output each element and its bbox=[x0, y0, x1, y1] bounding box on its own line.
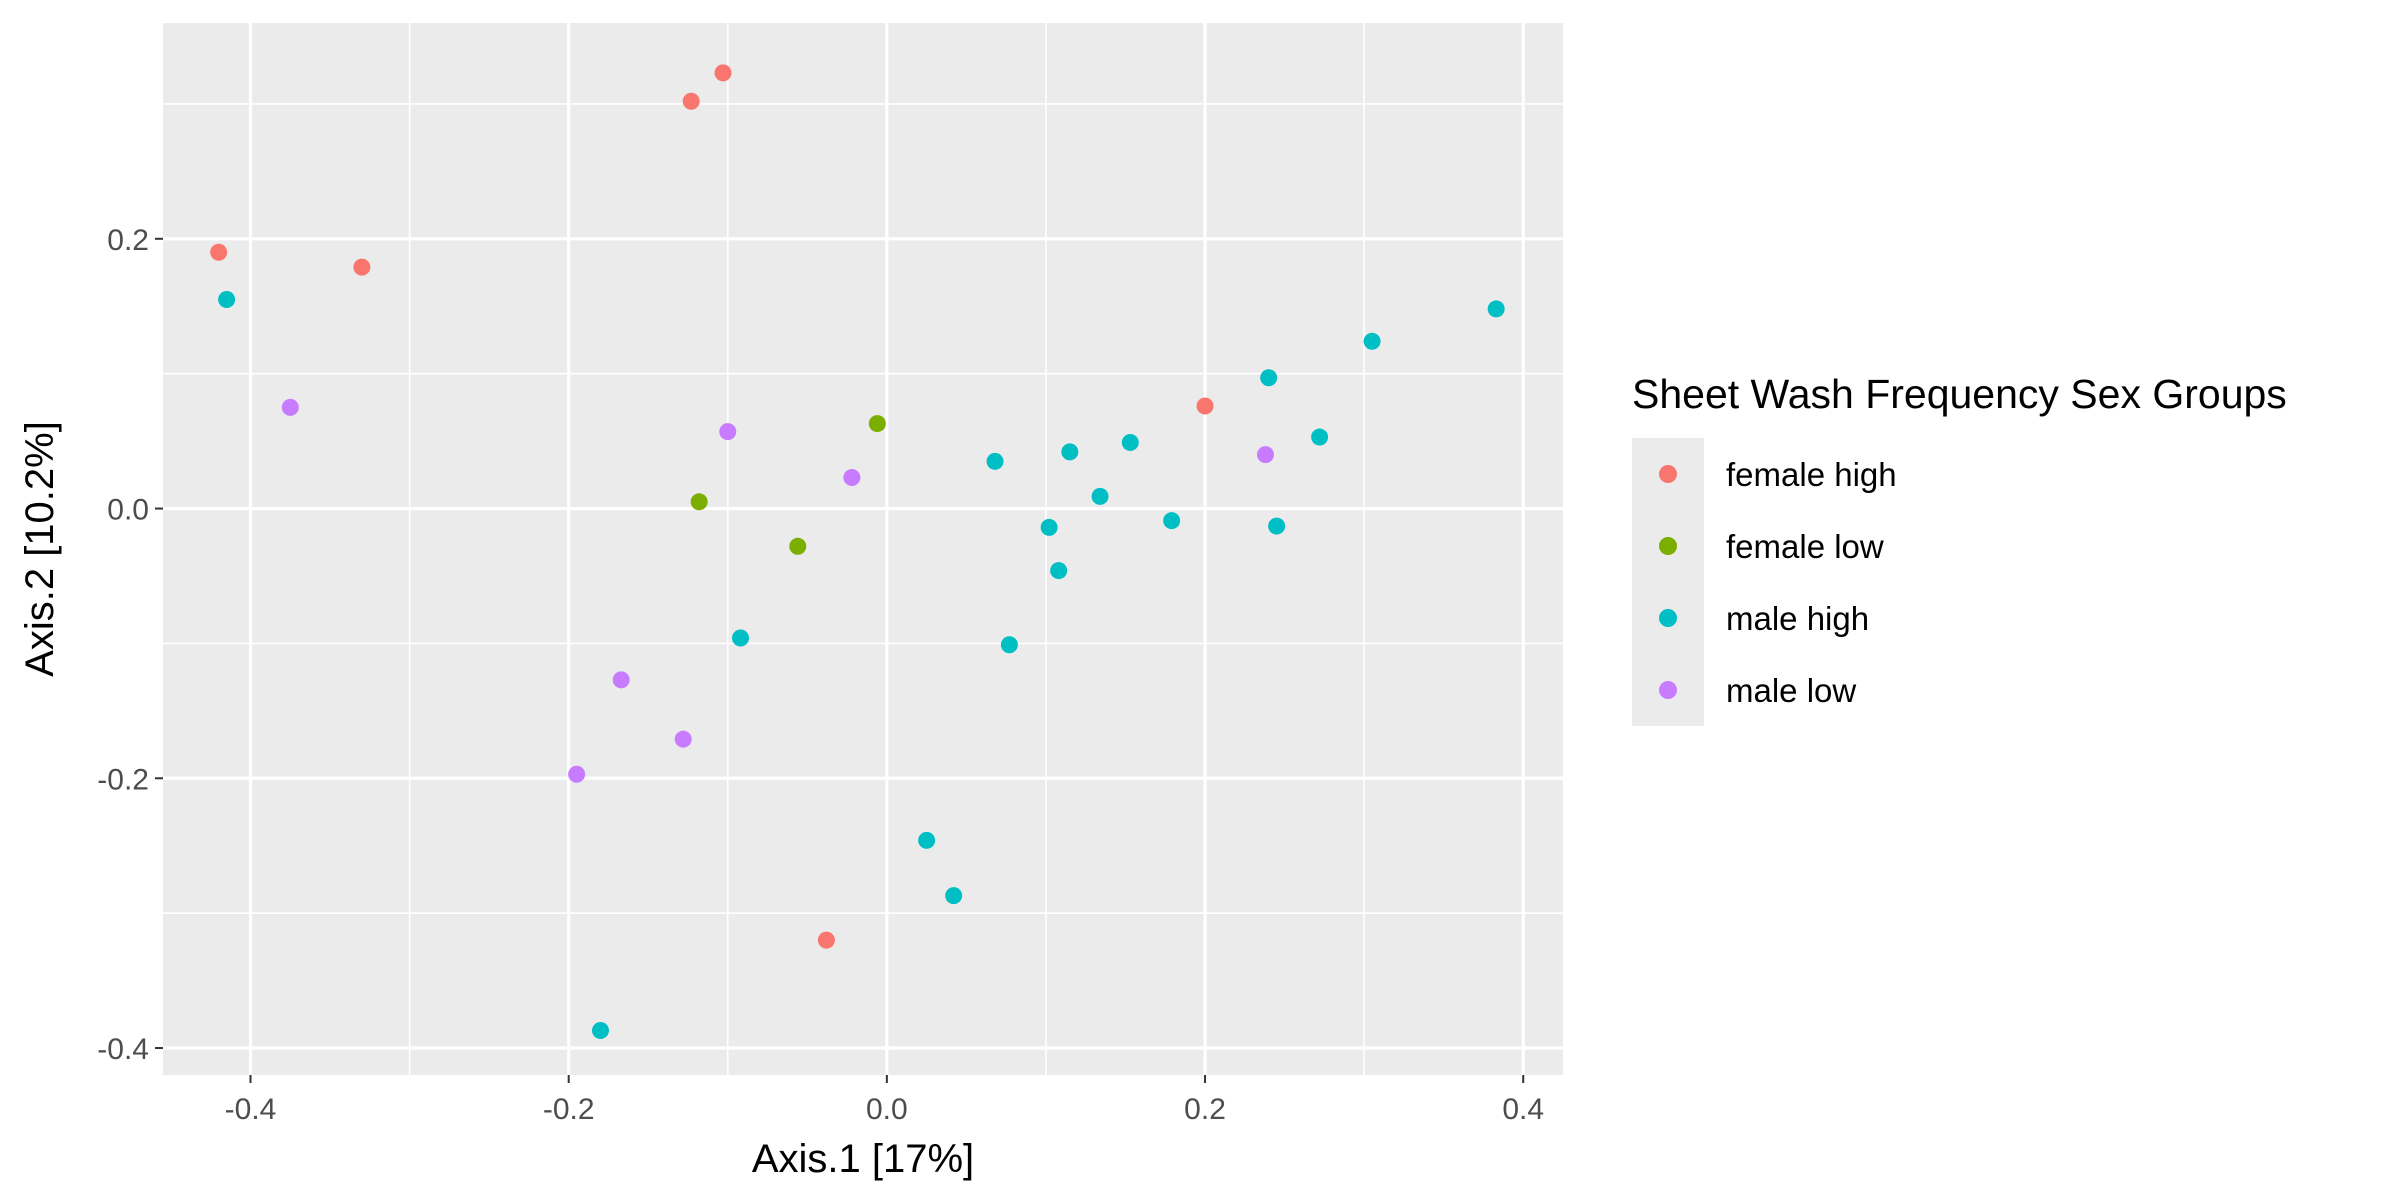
legend: Sheet Wash Frequency Sex Groups female h… bbox=[1632, 371, 2287, 726]
minor-gridlines bbox=[163, 23, 1563, 1075]
data-point bbox=[1487, 300, 1505, 318]
y-axis-title: Axis.2 [10.2%] bbox=[18, 421, 62, 677]
data-point bbox=[1040, 518, 1058, 536]
legend-title: Sheet Wash Frequency Sex Groups bbox=[1632, 371, 2287, 417]
data-point bbox=[817, 931, 835, 949]
data-point bbox=[1268, 517, 1286, 535]
data-point bbox=[210, 243, 228, 261]
data-point bbox=[1257, 446, 1274, 464]
data-point bbox=[843, 469, 861, 487]
x-tick-label: 0.4 bbox=[1502, 1093, 1544, 1126]
x-axis: -0.4 -0.2 0.0 0.2 0.4 bbox=[225, 1075, 1544, 1126]
data-point bbox=[353, 258, 371, 276]
data-point bbox=[682, 92, 700, 110]
data-point bbox=[1121, 433, 1139, 451]
data-point bbox=[281, 398, 299, 416]
y-axis: -0.4 -0.2 0.0 0.2 bbox=[97, 224, 163, 1066]
data-point bbox=[789, 537, 807, 555]
data-point bbox=[868, 415, 886, 433]
data-point bbox=[918, 831, 936, 849]
data-point bbox=[732, 629, 749, 647]
major-gridlines bbox=[163, 23, 1563, 1075]
data-point bbox=[568, 765, 586, 783]
data-point bbox=[218, 290, 236, 308]
data-point bbox=[986, 452, 1004, 470]
data-point bbox=[592, 1021, 609, 1039]
y-tick-label: -0.4 bbox=[97, 1033, 149, 1066]
y-tick-label: -0.2 bbox=[97, 763, 149, 796]
data-point bbox=[1000, 636, 1018, 654]
data-point bbox=[690, 493, 708, 511]
x-axis-title: Axis.1 [17%] bbox=[752, 1137, 974, 1181]
x-tick-label: 0.2 bbox=[1184, 1093, 1226, 1126]
legend-key-background bbox=[1632, 438, 1704, 726]
data-point bbox=[1260, 369, 1278, 387]
data-point bbox=[1163, 512, 1181, 530]
plot-panel bbox=[163, 23, 1563, 1075]
data-points bbox=[210, 64, 1505, 1039]
x-tick-label: -0.4 bbox=[225, 1093, 277, 1126]
x-tick-label: -0.2 bbox=[543, 1093, 595, 1126]
data-point bbox=[1050, 562, 1068, 580]
data-point bbox=[1061, 443, 1079, 461]
data-point bbox=[719, 423, 737, 441]
legend-key bbox=[1659, 537, 1677, 555]
legend-key bbox=[1659, 609, 1677, 627]
legend-items: female high female low male high male low bbox=[1632, 438, 1897, 726]
x-tick-label: 0.0 bbox=[866, 1093, 908, 1126]
legend-key bbox=[1659, 465, 1677, 483]
data-point bbox=[1311, 428, 1329, 446]
data-point bbox=[1091, 487, 1109, 505]
legend-label: female high bbox=[1726, 456, 1897, 493]
y-tick-label: 0.0 bbox=[107, 494, 149, 527]
data-point bbox=[714, 64, 732, 82]
data-point bbox=[945, 887, 963, 905]
legend-key bbox=[1659, 681, 1677, 699]
data-point bbox=[612, 671, 630, 689]
data-point bbox=[1196, 397, 1214, 415]
y-tick-label: 0.2 bbox=[107, 224, 149, 257]
data-point bbox=[674, 730, 692, 748]
legend-label: female low bbox=[1726, 528, 1884, 565]
legend-label: male low bbox=[1726, 672, 1856, 709]
data-point bbox=[1363, 332, 1381, 350]
legend-label: male high bbox=[1726, 600, 1869, 637]
